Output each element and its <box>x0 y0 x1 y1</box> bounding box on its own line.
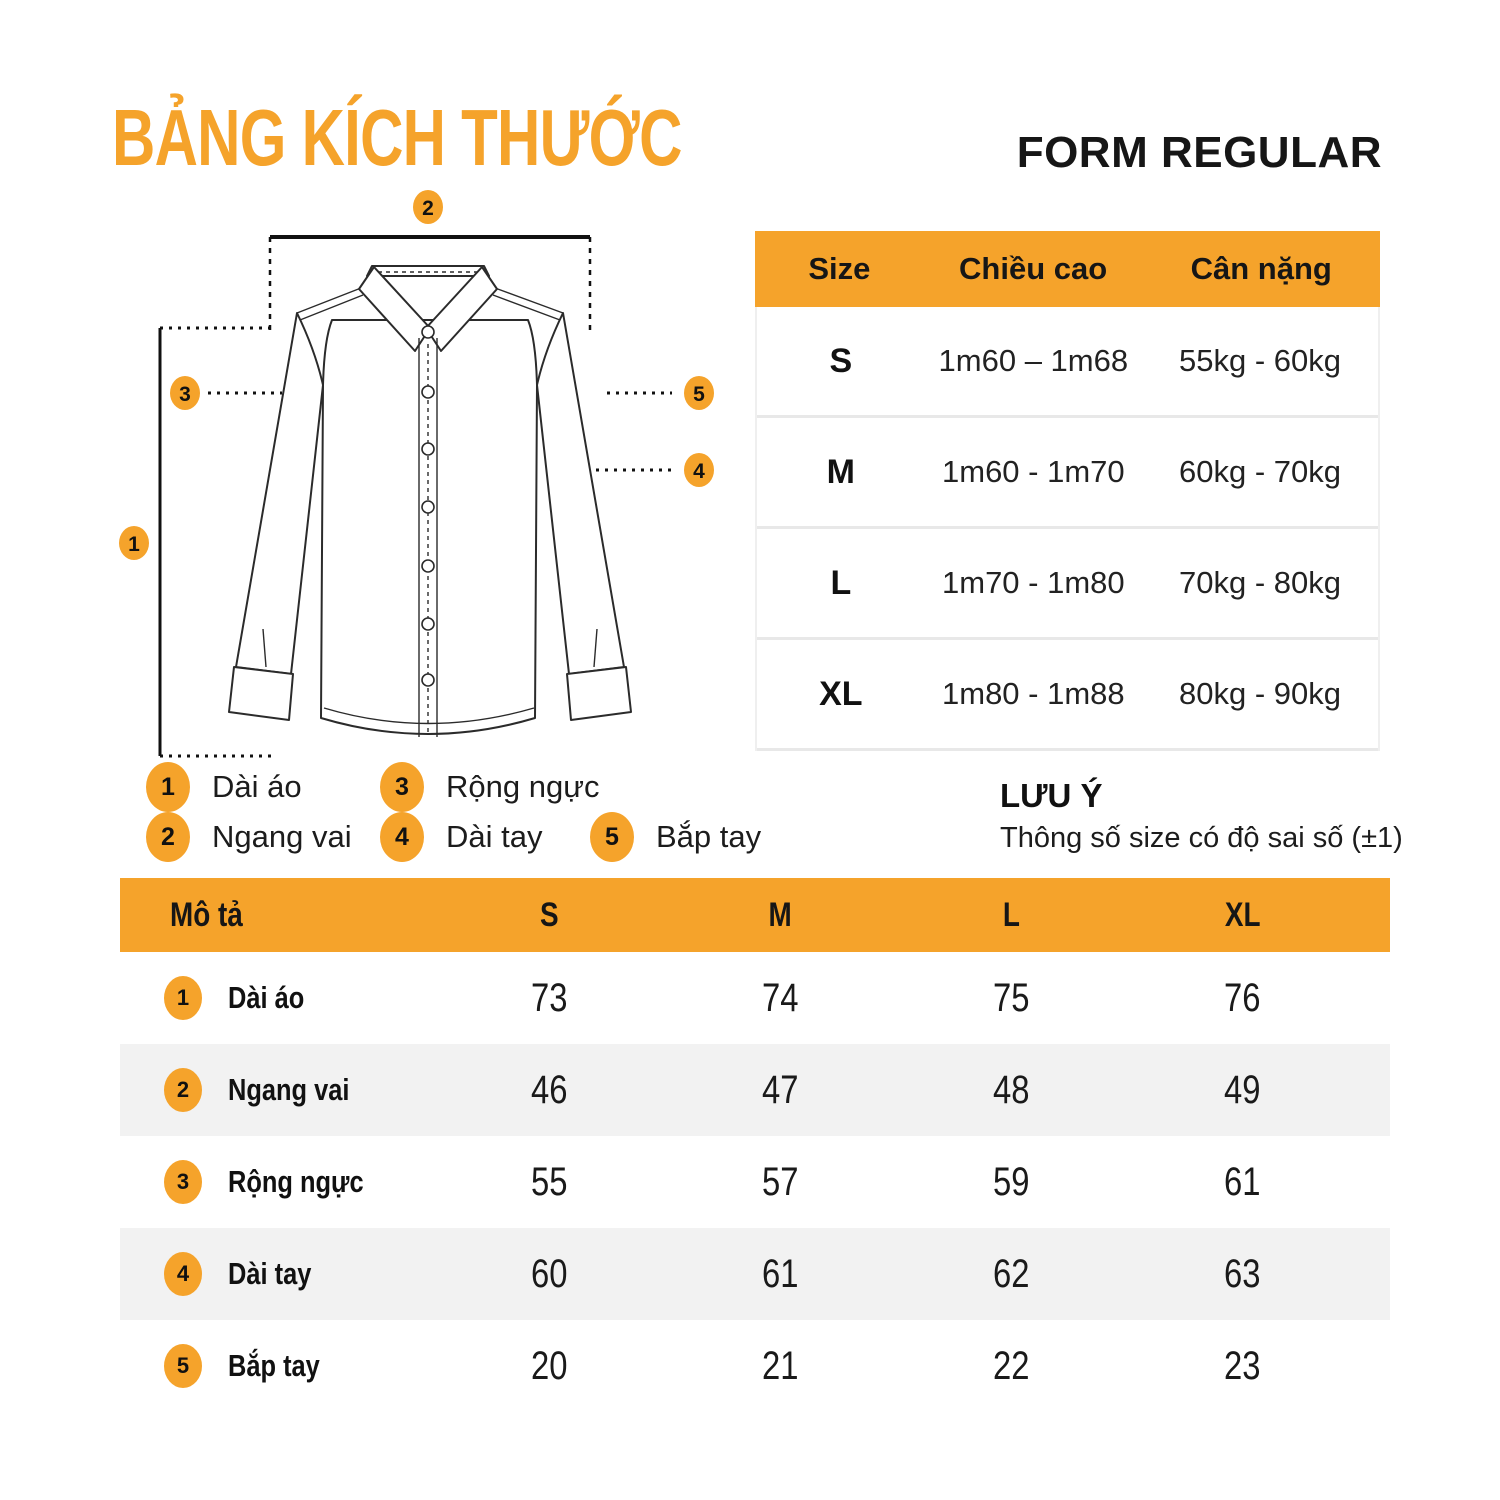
shirt-placket <box>418 338 438 737</box>
legend-label-1: Dài áo <box>212 769 302 804</box>
size-table-row-m: M 1m60 - 1m70 60kg - 70kg <box>757 418 1378 529</box>
row-label-4: Dài tay <box>228 1256 312 1291</box>
row-badge-4: 4 <box>164 1252 202 1296</box>
size-table-header: Size Chiều cao Cân nặng <box>755 231 1380 307</box>
legend-item-3: 3 Rộng ngực <box>380 762 599 812</box>
size-table-header-weight: Cân nặng <box>1190 251 1332 286</box>
row-label-2: Ngang vai <box>228 1072 350 1107</box>
row-badge-1: 1 <box>164 976 202 1020</box>
measurement-line-shoulder <box>268 235 592 333</box>
measure-header-label: Mô tả <box>170 895 243 934</box>
svg-text:1: 1 <box>128 533 140 556</box>
legend-label-2: Ngang vai <box>212 819 352 854</box>
shirt-collar-left <box>358 266 431 352</box>
shirt-outline <box>228 265 632 737</box>
legend-badge-4: 4 <box>380 812 424 862</box>
size-table-row-xl: XL 1m80 - 1m88 80kg - 90kg <box>757 640 1378 751</box>
note: LƯU Ý Thông số size có độ sai số (±1) <box>1000 777 1420 855</box>
legend-label-3: Rộng ngực <box>446 769 600 804</box>
form-regular-label: FORM REGULAR <box>1016 128 1382 177</box>
measurement-line-length <box>158 326 272 758</box>
shirt-right-cuff <box>566 666 632 721</box>
legend-label-5: Bắp tay <box>656 819 762 854</box>
svg-text:2: 2 <box>422 197 434 220</box>
legend-item-5: 5 Bắp tay <box>590 812 761 862</box>
page-title: BẢNG KÍCH THƯỚC <box>112 93 682 182</box>
row-badge-3: 3 <box>164 1160 202 1204</box>
legend-item-2: 2 Ngang vai <box>146 812 352 862</box>
measure-row-bap-tay: 5 Bắp tay 20 21 22 23 <box>120 1320 1390 1412</box>
row-label-5: Bắp tay <box>228 1348 320 1383</box>
row-label-1: Dài áo <box>228 980 305 1015</box>
measure-row-dai-tay: 4 Dài tay 60 61 62 63 <box>120 1228 1390 1320</box>
shirt-collar-band <box>366 265 490 277</box>
shirt-right-cuff-slit <box>593 628 598 668</box>
legend-label-4: Dài tay <box>446 819 543 854</box>
size-table-header-size: Size <box>808 251 871 286</box>
measure-header-m: M <box>768 895 792 934</box>
svg-text:4: 4 <box>693 460 705 483</box>
diagram-marker-2: 2 <box>413 190 443 224</box>
diagram-marker-5: 5 <box>684 376 714 410</box>
shirt-left-cuff <box>228 666 294 721</box>
size-table: Size Chiều cao Cân nặng S 1m60 – 1m68 55… <box>755 231 1380 751</box>
note-title: LƯU Ý <box>1000 777 1103 814</box>
row-badge-5: 5 <box>164 1344 202 1388</box>
legend-item-1: 1 Dài áo <box>146 762 302 812</box>
shirt-diagram: 2 3 5 4 1 <box>119 190 714 758</box>
svg-text:5: 5 <box>693 383 705 406</box>
legend-badge-2: 2 <box>146 812 190 862</box>
size-table-header-height: Chiều cao <box>959 251 1108 286</box>
legend-badge-1: 1 <box>146 762 190 812</box>
diagram-marker-4: 4 <box>684 453 714 487</box>
measure-table-header: Mô tả S M L XL <box>120 878 1390 952</box>
measure-header-xl: XL <box>1224 895 1261 934</box>
shirt-left-sleeve <box>235 312 324 675</box>
shirt-buttons <box>421 325 435 687</box>
legend-badge-5: 5 <box>590 812 634 862</box>
measure-header-l: L <box>1002 895 1021 934</box>
measure-row-ngang-vai: 2 Ngang vai 46 47 48 49 <box>120 1044 1390 1136</box>
size-table-row-l: L 1m70 - 1m80 70kg - 80kg <box>757 529 1378 640</box>
shirt-body <box>320 319 538 735</box>
measure-row-rong-nguc: 3 Rộng ngực 55 57 59 61 <box>120 1136 1390 1228</box>
size-table-row-s: S 1m60 – 1m68 55kg - 60kg <box>757 307 1378 418</box>
legend-item-4: 4 Dài tay <box>380 812 542 862</box>
shirt-left-cuff-slit <box>262 628 267 668</box>
measure-header-s: S <box>539 895 559 934</box>
shirt-shoulder-seams <box>296 287 564 321</box>
row-badge-2: 2 <box>164 1068 202 1112</box>
shirt-collar-right <box>425 266 498 352</box>
row-label-3: Rộng ngực <box>228 1164 364 1199</box>
measure-row-dai-ao: 1 Dài áo 73 74 75 76 <box>120 952 1390 1044</box>
legend-badge-3: 3 <box>380 762 424 812</box>
measure-table: Mô tả S M L XL 1 Dài áo 73 74 75 76 2 Ng… <box>120 878 1390 1412</box>
diagram-marker-3: 3 <box>170 376 200 410</box>
svg-text:3: 3 <box>179 383 191 406</box>
diagram-marker-1: 1 <box>119 526 149 560</box>
note-text: Thông số size có độ sai số (±1) <box>1000 822 1403 854</box>
shirt-right-sleeve <box>536 312 625 675</box>
